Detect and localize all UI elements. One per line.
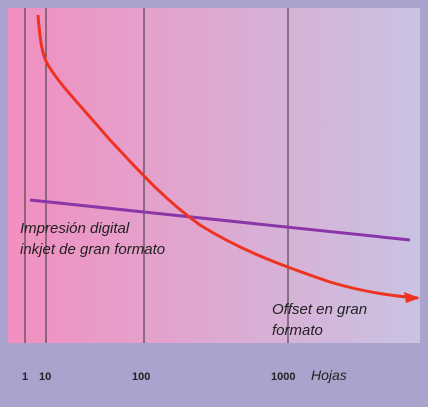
digital-label: Impresión digital xyxy=(20,220,130,237)
tick-label: 10 xyxy=(39,371,51,383)
plot-area xyxy=(8,8,420,343)
tick-label: 100 xyxy=(132,371,150,383)
digital-line xyxy=(29,198,411,242)
offset-curve xyxy=(36,14,419,300)
tick-label: 1000 xyxy=(271,371,295,383)
tick-label: 1 xyxy=(22,371,28,383)
arrow-head xyxy=(404,292,420,303)
digital-label: inkjet de gran formato xyxy=(20,241,165,258)
offset-label: Offset en gran xyxy=(272,301,367,318)
axis-unit: Hojas xyxy=(311,367,347,383)
offset-label: formato xyxy=(272,322,323,339)
